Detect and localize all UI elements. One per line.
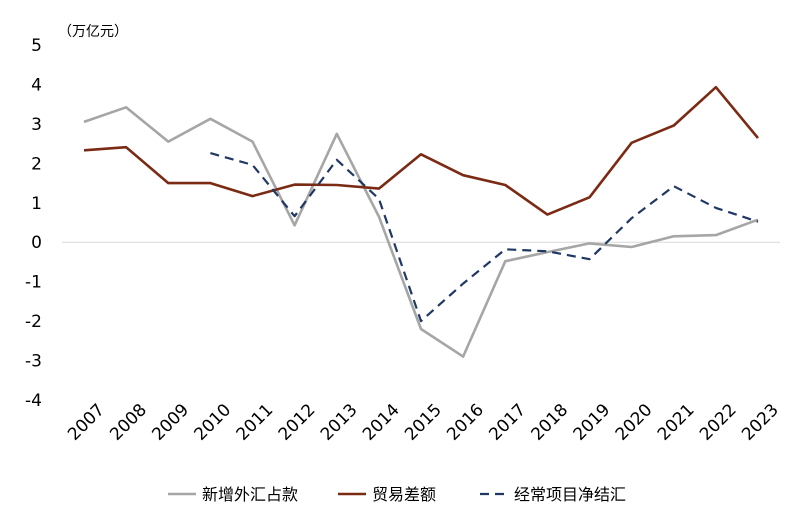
x-tick-label: 2018 [527,400,572,445]
y-axis-unit-label: （万亿元） [58,24,128,40]
y-tick-label: 1 [31,194,42,214]
x-tick-label: 2017 [485,400,530,445]
x-tick-label: 2011 [233,400,278,445]
x-tick-label: 2007 [64,400,109,445]
x-tick-label: 2019 [570,400,615,445]
y-tick-label: 4 [31,75,42,95]
y-tick-label: -4 [25,391,42,411]
y-tick-label: -1 [25,273,42,293]
legend-label-2: 贸易差额 [372,485,436,504]
y-tick-label: 5 [31,36,42,56]
x-tick-label: 2022 [696,400,741,445]
series-line-3 [210,152,759,323]
x-tick-label: 2010 [190,400,235,445]
legend-label-1: 新增外汇占款 [202,485,298,504]
x-tick-label: 2012 [275,400,320,445]
y-tick-label: -2 [25,312,42,332]
x-tick-label: 2014 [359,400,404,445]
x-tick-label: 2023 [738,400,783,445]
legend: 新增外汇占款 贸易差额 经常项目净结汇 [168,485,626,504]
x-axis-ticks: 2007200820092010201120122013201420152016… [64,400,783,445]
y-axis-ticks: 5 4 3 2 1 0 -1 -2 -3 -4 [25,36,42,411]
y-tick-label: -3 [25,352,42,372]
y-tick-label: 0 [31,233,42,253]
x-tick-label: 2009 [148,400,193,445]
x-tick-label: 2008 [106,400,151,445]
legend-label-3: 经常项目净结汇 [514,485,626,504]
x-tick-label: 2013 [317,400,362,445]
x-tick-label: 2021 [654,400,699,445]
x-tick-label: 2016 [443,400,488,445]
y-tick-label: 3 [31,115,42,135]
x-tick-label: 2015 [401,400,446,445]
y-tick-label: 2 [31,154,42,174]
series-line-1 [83,106,759,358]
series-line-2 [83,85,760,216]
series-lines [83,85,760,358]
x-tick-label: 2020 [612,400,657,445]
